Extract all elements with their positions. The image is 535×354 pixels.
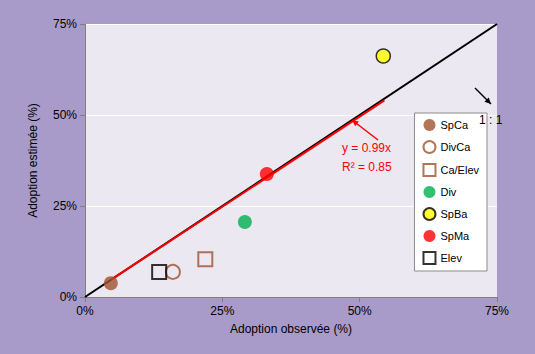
svg-text:SpBa: SpBa xyxy=(440,208,468,220)
svg-text:25%: 25% xyxy=(53,199,77,213)
svg-text:SpCa: SpCa xyxy=(440,119,468,131)
svg-text:Ca/Elev: Ca/Elev xyxy=(440,164,479,176)
svg-text:y = 0.99x: y = 0.99x xyxy=(342,141,391,155)
svg-text:0%: 0% xyxy=(76,304,94,318)
svg-text:75%: 75% xyxy=(485,304,509,318)
svg-text:Div: Div xyxy=(440,186,456,198)
svg-text:0%: 0% xyxy=(60,290,78,304)
svg-text:Elev: Elev xyxy=(440,252,462,264)
svg-text:R² = 0.85: R² = 0.85 xyxy=(342,160,392,174)
svg-text:50%: 50% xyxy=(53,108,77,122)
svg-text:75%: 75% xyxy=(53,17,77,31)
svg-text:DivCa: DivCa xyxy=(440,141,471,153)
svg-text:SpMa: SpMa xyxy=(440,230,470,242)
svg-text:1 : 1: 1 : 1 xyxy=(479,113,503,127)
svg-text:25%: 25% xyxy=(210,304,234,318)
svg-text:Adoption observée (%): Adoption observée (%) xyxy=(230,322,352,336)
svg-text:Adoption estimée (%): Adoption estimée (%) xyxy=(26,103,40,218)
svg-text:50%: 50% xyxy=(348,304,372,318)
